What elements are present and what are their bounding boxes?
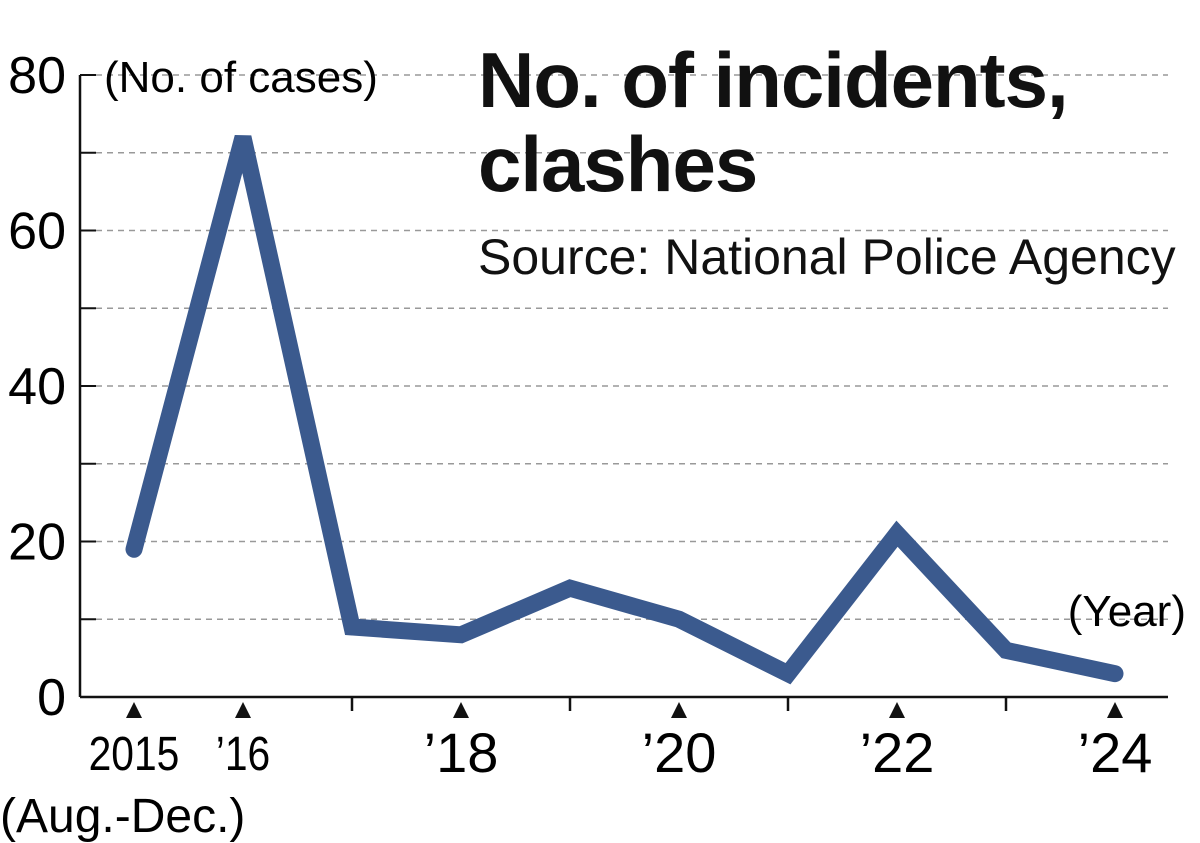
x-tick-note: (Aug.-Dec.) (0, 790, 245, 843)
x-tick-marker (235, 702, 251, 718)
x-tick-marker (671, 702, 687, 718)
x-tick-marker (1107, 702, 1123, 718)
y-tick-label: 40 (8, 358, 66, 416)
x-tick-marker (126, 702, 142, 718)
series-line (125, 135, 1124, 685)
x-tick-label: ’22 (860, 721, 935, 784)
y-tick-label: 0 (37, 669, 66, 727)
x-tick-label: ’24 (1078, 721, 1153, 784)
x-tick-marker (453, 702, 469, 718)
x-tick-label: ’18 (424, 721, 499, 784)
x-tick-label: ’16 (216, 728, 270, 781)
y-axis-label: (No. of cases) (104, 53, 378, 102)
x-tick-marker (889, 702, 905, 718)
x-axis-label: (Year) (1068, 587, 1186, 636)
y-tick-label: 80 (8, 47, 66, 105)
x-tick-label: 2015 (89, 728, 180, 781)
y-tick-label: 60 (8, 203, 66, 261)
x-tick-label: ’20 (642, 721, 717, 784)
y-tick-label: 20 (8, 514, 66, 572)
chart-title: No. of incidents, clashes (478, 36, 1069, 208)
chart-source: Source: National Police Agency (478, 229, 1176, 285)
